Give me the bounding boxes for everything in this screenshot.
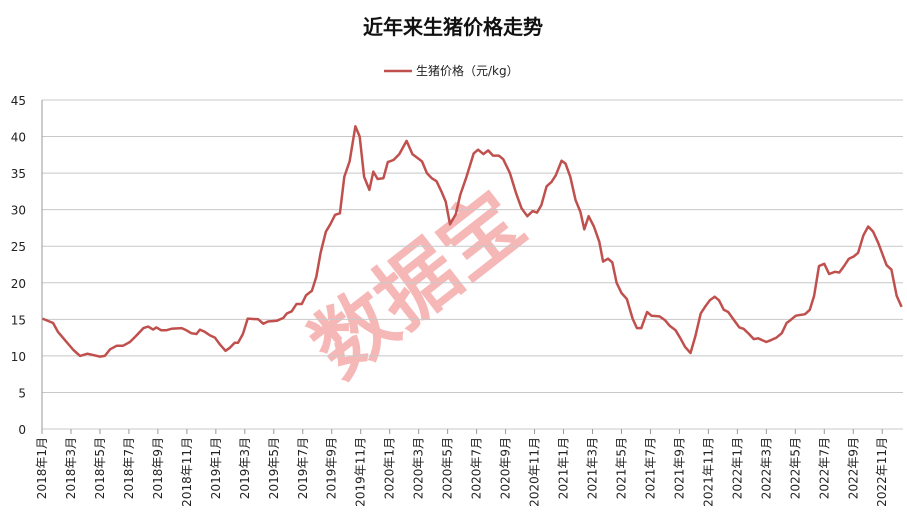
y-tick-label: 20 [11, 277, 26, 291]
y-tick-label: 15 [11, 313, 26, 327]
x-tick-label: 2018年9月 [151, 437, 165, 499]
x-tick-label: 2018年3月 [64, 437, 78, 499]
x-tick-label: 2022年7月 [817, 437, 831, 499]
x-tick-label: 2018年5月 [93, 437, 107, 499]
y-tick-label: 45 [11, 94, 26, 108]
grid [41, 99, 903, 433]
x-tick-label: 2020年1月 [383, 437, 397, 499]
x-tick-label: 2022年1月 [730, 437, 744, 499]
y-tick-label: 0 [18, 423, 26, 437]
y-tick-label: 40 [11, 131, 26, 145]
series [42, 125, 903, 358]
chart-title: 近年来生猪价格走势 [363, 15, 543, 39]
x-tick-label: 2021年7月 [643, 437, 657, 499]
y-tick-label: 5 [18, 386, 26, 400]
x-axis: 2018年1月 2018年3月 2018年5月 2018年7月 2018年9月 2018年… [35, 429, 889, 507]
x-tick-label: 2021年3月 [585, 437, 599, 499]
x-tick-label: 2020年5月 [441, 437, 455, 499]
y-tick-label: 10 [11, 350, 26, 364]
x-tick-label: 2018年11月 [180, 437, 194, 507]
x-tick-label: 2018年7月 [122, 437, 136, 499]
x-tick-label: 2019年7月 [296, 437, 310, 499]
x-tick-label: 2022年11月 [875, 437, 889, 507]
x-tick-label: 2022年9月 [846, 437, 860, 499]
x-tick-label: 2019年5月 [267, 437, 281, 499]
x-tick-label: 2021年9月 [672, 437, 686, 499]
y-tick-label: 30 [11, 204, 26, 218]
legend: 生猪价格（元/kg） [384, 63, 519, 78]
x-tick-label: 2019年11月 [354, 437, 368, 507]
x-tick-label: 2018年1月 [35, 437, 49, 499]
x-tick-label: 2021年11月 [701, 437, 715, 507]
x-tick-label: 2019年3月 [238, 437, 252, 499]
x-tick-label: 2019年1月 [209, 437, 223, 499]
watermark: 数据宝 [294, 174, 540, 395]
x-tick-label: 2020年9月 [499, 437, 513, 499]
x-tick-label: 2022年5月 [788, 437, 802, 499]
x-tick-label: 2020年3月 [412, 437, 426, 499]
legend-label: 生猪价格（元/kg） [416, 63, 519, 78]
y-axis: 0 5 10 15 20 25 30 35 40 45 [11, 94, 26, 437]
y-tick-label: 25 [11, 240, 26, 254]
x-tick-label: 2020年7月 [470, 437, 484, 499]
x-tick-label: 2022年3月 [759, 437, 773, 499]
x-tick-label: 2019年9月 [325, 437, 339, 499]
x-tick-label: 2021年5月 [614, 437, 628, 499]
y-tick-label: 35 [11, 167, 26, 181]
x-tick-label: 2020年11月 [528, 437, 542, 507]
watermark-text: 数据宝 [294, 174, 540, 395]
x-tick-label: 2021年1月 [557, 437, 571, 499]
